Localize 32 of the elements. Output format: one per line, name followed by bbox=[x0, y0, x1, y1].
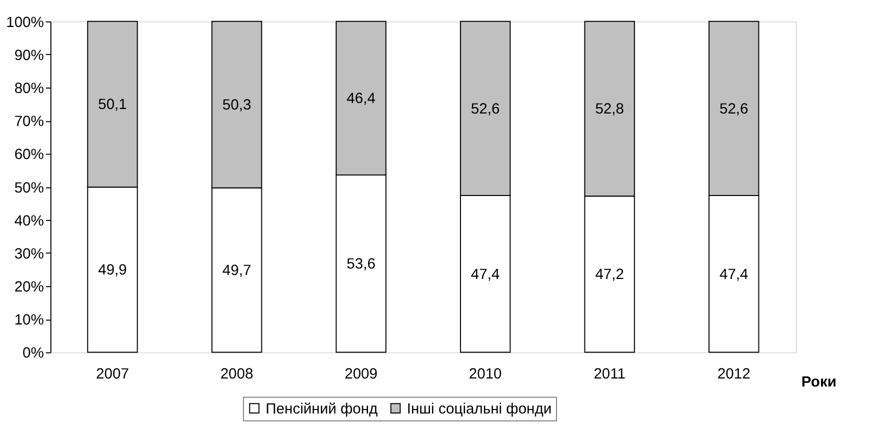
data-label: 47,4 bbox=[470, 266, 500, 283]
y-tick-label: 90% bbox=[14, 48, 44, 64]
y-tick-label: 50% bbox=[14, 180, 44, 196]
y-tick-label: 20% bbox=[14, 280, 44, 296]
x-tick-label: 2007 bbox=[96, 366, 129, 382]
x-tick-label: 2008 bbox=[220, 366, 254, 382]
legend-label: Пенсійний фонд bbox=[266, 401, 378, 418]
x-tick-label: 2010 bbox=[468, 366, 502, 382]
data-label: 49,7 bbox=[222, 262, 252, 279]
y-tick-label: 100% bbox=[6, 14, 44, 31]
y-tick-label: 60% bbox=[14, 147, 44, 164]
data-label: 52,6 bbox=[719, 101, 748, 118]
y-tick-label: 70% bbox=[14, 114, 44, 130]
x-axis-title: Роки bbox=[801, 374, 836, 390]
data-label: 52,6 bbox=[470, 101, 500, 118]
y-tick-label: 80% bbox=[14, 81, 44, 98]
y-tick-label: 0% bbox=[22, 346, 44, 362]
y-tick-label: 10% bbox=[14, 312, 44, 329]
data-label: 52,8 bbox=[595, 102, 624, 118]
x-tick-label: 2012 bbox=[717, 366, 750, 382]
data-label: 53,6 bbox=[346, 256, 376, 273]
data-label: 47,4 bbox=[719, 266, 748, 283]
data-label: 50,1 bbox=[98, 97, 127, 114]
data-label: 46,4 bbox=[346, 91, 376, 108]
y-tick-label: 30% bbox=[14, 246, 44, 262]
y-tick-label: 40% bbox=[14, 213, 44, 230]
legend-label: Інші соціальні фонди bbox=[406, 401, 552, 418]
x-tick-label: 2009 bbox=[344, 366, 378, 382]
data-label: 47,2 bbox=[595, 267, 624, 284]
data-label: 49,9 bbox=[98, 262, 127, 279]
x-tick-label: 2011 bbox=[594, 366, 626, 382]
data-label: 50,3 bbox=[222, 98, 252, 114]
